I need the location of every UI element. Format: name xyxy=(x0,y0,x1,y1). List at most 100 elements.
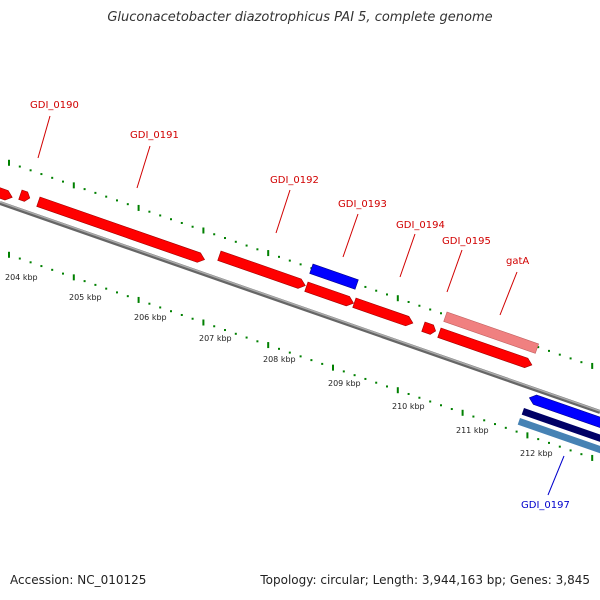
minor-tick xyxy=(170,218,172,221)
gene-label-GDI_0193[interactable]: GDI_0193 xyxy=(338,199,387,210)
gene-label-GDI_0197[interactable]: GDI_0197 xyxy=(521,500,570,511)
minor-tick xyxy=(126,295,129,298)
minor-tick xyxy=(245,336,248,339)
minor-tick xyxy=(299,263,302,266)
major-tick xyxy=(8,251,10,258)
minor-tick xyxy=(40,265,43,268)
minor-tick xyxy=(558,445,561,448)
minor-tick xyxy=(548,441,550,444)
gene-arrow-GDI_0192[interactable] xyxy=(217,250,307,290)
minor-tick xyxy=(386,293,388,296)
major-tick xyxy=(461,409,464,416)
minor-tick xyxy=(94,191,97,194)
gene-label-gatA[interactable]: gatA xyxy=(506,256,529,267)
minor-tick xyxy=(148,210,151,213)
gene-arrow-GDI_0195[interactable] xyxy=(437,327,534,370)
minor-tick xyxy=(105,287,108,290)
minor-tick xyxy=(18,165,21,168)
gene-labels: GDI_0190 GDI_0191 GDI_0192 GDI_0193 GDI_… xyxy=(30,100,570,511)
callout-line-GDI_0192 xyxy=(275,189,291,234)
gene-arrow-GDI_0190[interactable] xyxy=(0,185,14,202)
major-tick xyxy=(396,295,399,302)
major-tick xyxy=(267,342,270,349)
major-tick xyxy=(137,204,140,211)
scale-label: 211 kbp xyxy=(456,426,489,435)
gene-label-GDI_0190[interactable]: GDI_0190 xyxy=(30,100,79,111)
minor-tick xyxy=(170,310,172,313)
gene-arrow-GDI_0191[interactable] xyxy=(36,196,206,264)
callout-line-GDI_0194 xyxy=(399,233,416,278)
gene-label-GDI_0192[interactable]: GDI_0192 xyxy=(270,175,319,186)
minor-tick xyxy=(62,180,64,183)
minor-tick xyxy=(83,280,86,283)
minor-tick xyxy=(234,240,237,243)
minor-tick xyxy=(29,261,32,264)
minor-tick xyxy=(375,381,378,384)
gene-arrow-GDI_0193[interactable] xyxy=(309,263,359,290)
major-tick xyxy=(591,454,594,461)
minor-tick xyxy=(191,317,194,320)
gene-arrow-gatA[interactable] xyxy=(443,311,539,354)
major-tick xyxy=(8,159,10,166)
minor-tick xyxy=(429,400,432,403)
minor-tick xyxy=(51,176,54,179)
genome-backbone-highlight xyxy=(0,201,600,412)
callout-line-gatA xyxy=(499,271,518,316)
minor-tick xyxy=(51,268,54,271)
major-tick xyxy=(72,182,75,189)
minor-tick xyxy=(29,169,32,172)
minor-tick xyxy=(18,257,21,260)
major-tick xyxy=(202,319,205,326)
scale-label: 204 kbp xyxy=(5,273,38,282)
major-tick xyxy=(72,274,75,281)
scale-label: 209 kbp xyxy=(328,379,361,388)
gene-arrow-GDI_0195a[interactable] xyxy=(421,321,438,336)
minor-tick xyxy=(224,237,226,240)
minor-tick xyxy=(548,349,550,352)
minor-tick xyxy=(580,361,583,364)
major-tick xyxy=(137,296,140,303)
major-tick xyxy=(332,364,334,371)
callout-line-GDI_0195 xyxy=(446,249,463,293)
major-tick xyxy=(396,387,399,394)
gene-label-GDI_0194[interactable]: GDI_0194 xyxy=(396,220,445,231)
minor-tick xyxy=(418,304,421,307)
minor-tick xyxy=(180,221,183,224)
major-tick xyxy=(526,432,529,439)
minor-tick xyxy=(310,359,313,362)
minor-tick xyxy=(288,259,291,262)
minor-tick xyxy=(353,374,356,377)
callout-lines xyxy=(37,115,565,496)
minor-tick xyxy=(116,291,118,294)
genome-backbone xyxy=(0,201,600,414)
gene-label-GDI_0191[interactable]: GDI_0191 xyxy=(130,130,179,141)
minor-tick xyxy=(580,453,583,456)
minor-tick xyxy=(105,195,108,198)
minor-tick xyxy=(213,325,216,328)
minor-tick xyxy=(213,233,216,236)
minor-tick xyxy=(288,351,291,354)
minor-tick xyxy=(159,214,162,217)
gene-arrow-GDI_0194[interactable] xyxy=(352,297,415,328)
minor-tick xyxy=(558,353,561,356)
minor-tick xyxy=(159,306,162,309)
minor-tick xyxy=(429,308,432,311)
gene-label-GDI_0195[interactable]: GDI_0195 xyxy=(442,236,491,247)
genome-summary: Topology: circular; Length: 3,944,163 bp… xyxy=(260,573,590,587)
minor-tick xyxy=(569,357,572,360)
gene-arrow-GDI_0197[interactable] xyxy=(528,393,600,433)
minor-tick xyxy=(126,203,129,206)
gene-arrow-GDI_0194a[interactable] xyxy=(304,281,356,308)
gene-arrow-GDI_0190b[interactable] xyxy=(18,189,32,203)
scale-labels: 204 kbp 205 kbp 206 kbp 207 kbp 208 kbp … xyxy=(5,273,553,458)
scale-label: 212 kbp xyxy=(520,449,553,458)
minor-tick xyxy=(191,225,194,228)
minor-tick xyxy=(407,392,410,395)
minor-tick xyxy=(62,272,64,275)
gene-arrow-navy[interactable] xyxy=(521,408,600,445)
minor-tick xyxy=(494,423,496,426)
scale-label: 210 kbp xyxy=(392,402,425,411)
minor-tick xyxy=(256,248,259,251)
minor-tick xyxy=(256,340,259,343)
gene-arrow-steel[interactable] xyxy=(517,418,600,456)
